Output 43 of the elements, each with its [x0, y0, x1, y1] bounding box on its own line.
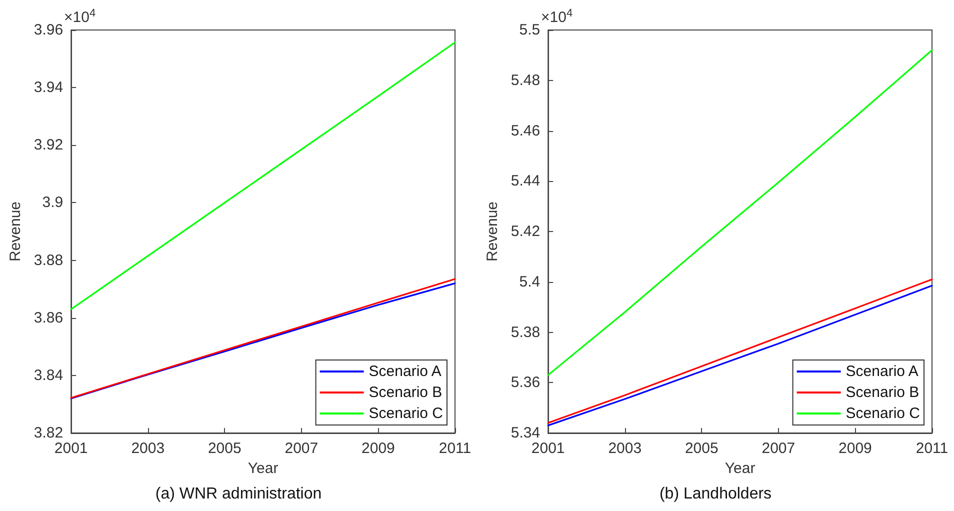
- x-tick-label: 2005: [684, 440, 718, 457]
- text: (b) Landholders: [659, 486, 772, 502]
- y-tick-label: 5.42: [510, 223, 540, 240]
- y-tick-label: 3.96: [34, 22, 64, 38]
- y-tick-label: 5.36: [510, 374, 540, 392]
- x-tick-label: 2001: [531, 440, 565, 457]
- x-tick-label: 2011: [438, 440, 472, 457]
- y-tick-label: 5.38: [510, 324, 540, 341]
- y-tick-label: 3.92: [34, 136, 64, 154]
- x-tick-label: 2007: [762, 440, 796, 457]
- y-tick-label: 5.48: [510, 72, 540, 89]
- line-series: [70, 42, 456, 310]
- legend-label: Scenario B: [368, 384, 442, 401]
- x-tick-label: 2009: [362, 440, 395, 457]
- y-tick-label: 5.4: [519, 273, 540, 290]
- y-tick-label: 3.88: [34, 252, 64, 269]
- y-tick-label: 5.5: [519, 22, 540, 38]
- y-tick-label: 3.82: [34, 424, 64, 442]
- y-tick-label: 3.86: [34, 309, 64, 326]
- x-tick-label: 2011: [916, 440, 948, 457]
- x-tick-label: 2003: [608, 440, 642, 457]
- y-axis-title: Revenue: [7, 201, 24, 262]
- legend-label: Scenario A: [846, 363, 918, 380]
- x-axis-title: Year: [724, 460, 756, 477]
- text: (a) WNR administration: [155, 486, 322, 502]
- y-tick-label: 3.84: [34, 366, 64, 384]
- y-tick-label: 5.34: [510, 424, 540, 442]
- x-tick-label: 2001: [54, 440, 88, 457]
- x-axis-title: Year: [248, 460, 278, 477]
- y-tick-label: 5.46: [510, 122, 540, 140]
- x-tick-label: 2003: [131, 440, 165, 457]
- legend-label: Scenario A: [368, 363, 442, 380]
- x-tick-label: 2007: [284, 440, 318, 457]
- legend-label: Scenario C: [368, 405, 444, 422]
- y-tick-label: 3.94: [34, 79, 64, 96]
- y-tick-label: 3.9: [42, 194, 64, 212]
- line-series: [547, 49, 933, 376]
- y-axis-title: Revenue: [484, 201, 501, 262]
- x-tick-label: 2009: [838, 440, 872, 457]
- y-tick-label: 5.44: [510, 172, 540, 190]
- legend-label: Scenario B: [846, 384, 920, 401]
- legend-label: Scenario C: [846, 405, 920, 422]
- x-tick-label: 2005: [208, 440, 242, 457]
